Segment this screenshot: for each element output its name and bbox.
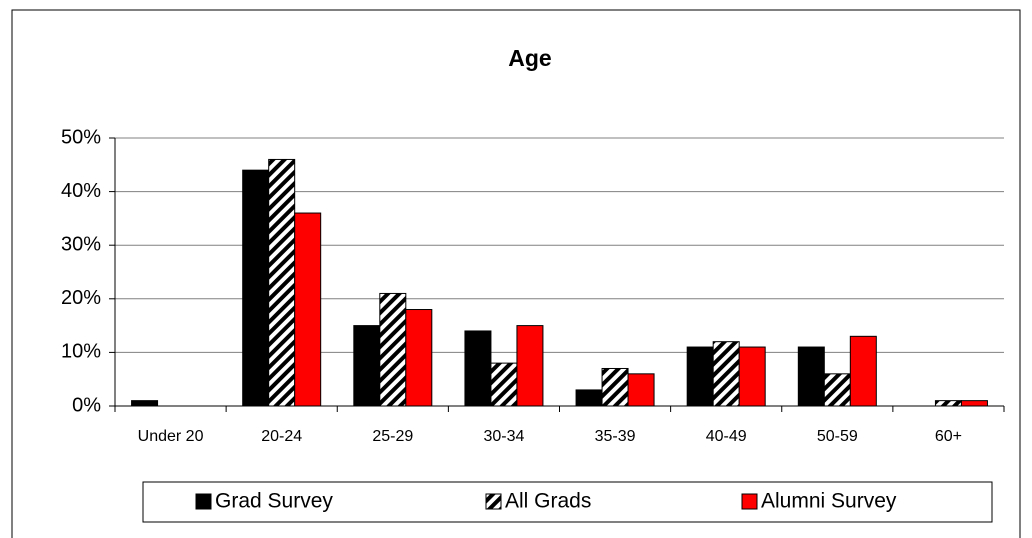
y-tick-label: 40% [61, 180, 101, 202]
y-tick-label: 10% [61, 341, 101, 363]
x-tick-label: 20-24 [261, 428, 302, 445]
chart-frame [11, 9, 1021, 538]
legend-label: Grad Survey [215, 490, 333, 513]
bar [934, 400, 962, 407]
bar [268, 158, 296, 407]
bar [242, 169, 270, 407]
x-tick-label: 30-34 [483, 428, 524, 445]
y-tick-label: 0% [72, 394, 101, 416]
bar [738, 346, 766, 407]
bar [353, 325, 381, 407]
bar [294, 212, 322, 407]
x-tick-label: Under 20 [138, 428, 204, 445]
x-tick-label: 50-59 [817, 428, 858, 445]
y-tick-label: 50% [61, 126, 101, 148]
bar [490, 362, 518, 407]
y-tick-label: 30% [61, 233, 101, 255]
bar [464, 330, 492, 407]
legend-swatch [741, 493, 758, 510]
bar [405, 309, 433, 407]
bar [960, 400, 988, 407]
bar [797, 346, 825, 407]
x-tick-label: 40-49 [706, 428, 747, 445]
legend-swatch [485, 493, 502, 510]
bar [849, 335, 877, 407]
y-tick-label: 20% [61, 287, 101, 309]
bar [686, 346, 714, 407]
bar [627, 373, 655, 407]
bar [823, 373, 851, 407]
x-tick-label: 60+ [935, 428, 962, 445]
bar [575, 389, 603, 407]
legend-label: All Grads [505, 490, 591, 513]
legend-label: Alumni Survey [761, 490, 897, 513]
bar [379, 292, 407, 407]
bar [131, 400, 159, 407]
legend-box [142, 481, 993, 523]
bar [712, 341, 740, 407]
x-tick-label: 35-39 [595, 428, 636, 445]
legend-swatch [195, 493, 212, 510]
chart-title: Age [508, 45, 551, 71]
bar [601, 367, 629, 407]
bar [516, 325, 544, 407]
x-tick-label: 25-29 [372, 428, 413, 445]
